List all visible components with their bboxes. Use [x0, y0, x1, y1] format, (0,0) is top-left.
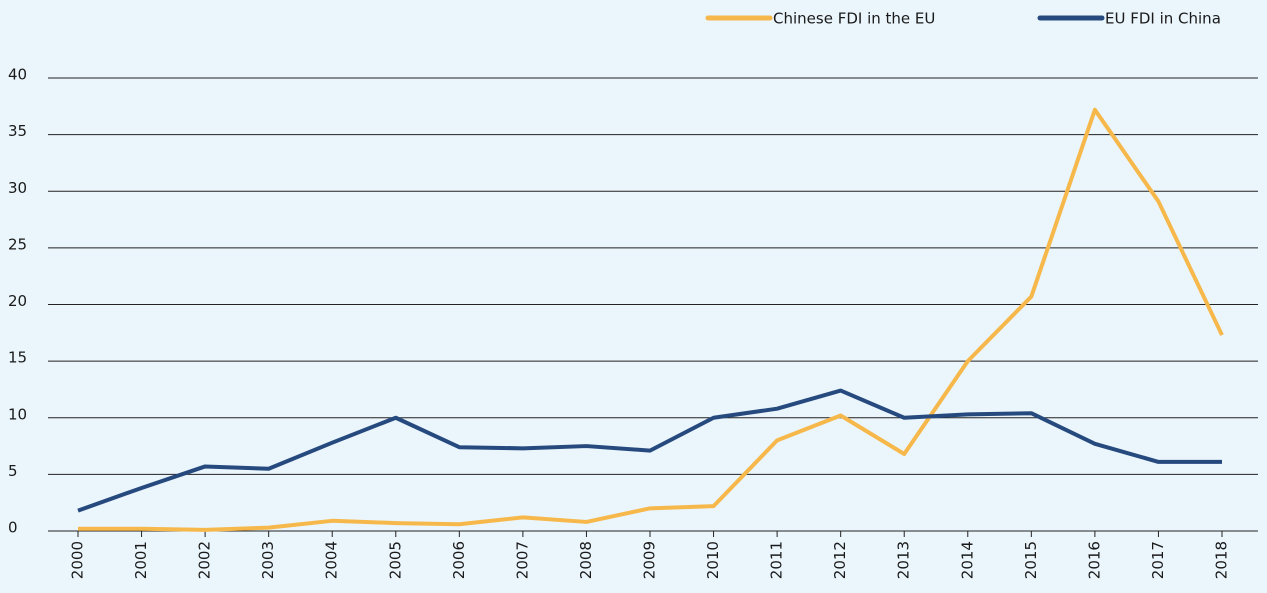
y-tick-label: 25	[8, 235, 27, 253]
y-tick-label: 35	[8, 122, 27, 140]
x-tick-label: 2014	[958, 541, 976, 579]
x-tick-label: 2001	[132, 541, 150, 579]
x-tick-label: 2000	[69, 541, 87, 579]
x-tick-label: 2018	[1213, 541, 1231, 579]
x-tick-label: 2006	[450, 541, 468, 579]
x-tick-label: 2016	[1085, 541, 1103, 579]
x-tick-label: 2007	[513, 541, 531, 579]
x-tick-label: 2010	[704, 541, 722, 579]
y-tick-label: 5	[8, 462, 18, 480]
x-tick-label: 2017	[1149, 541, 1167, 579]
x-tick-label: 2002	[196, 541, 214, 579]
legend-label: EU FDI in China	[1105, 10, 1221, 28]
x-tick-label: 2003	[259, 541, 277, 579]
x-tick-label: 2009	[641, 541, 659, 579]
y-tick-label: 15	[8, 349, 27, 367]
x-tick-label: 2015	[1022, 541, 1040, 579]
x-tick-label: 2004	[323, 541, 341, 579]
y-tick-label: 0	[8, 519, 18, 537]
x-tick-label: 2012	[831, 541, 849, 579]
x-tick-label: 2011	[768, 541, 786, 579]
series-line	[77, 388, 1222, 513]
series-line	[78, 107, 1224, 532]
y-tick-label: 40	[8, 66, 27, 84]
x-tick-label: 2005	[386, 541, 404, 579]
y-tick-label: 10	[8, 405, 27, 423]
y-tick-label: 30	[8, 179, 27, 197]
y-tick-label: 20	[8, 292, 27, 310]
x-tick-label: 2008	[577, 541, 595, 579]
x-tick-label: 2013	[895, 541, 913, 579]
legend-label: Chinese FDI in the EU	[773, 10, 935, 28]
